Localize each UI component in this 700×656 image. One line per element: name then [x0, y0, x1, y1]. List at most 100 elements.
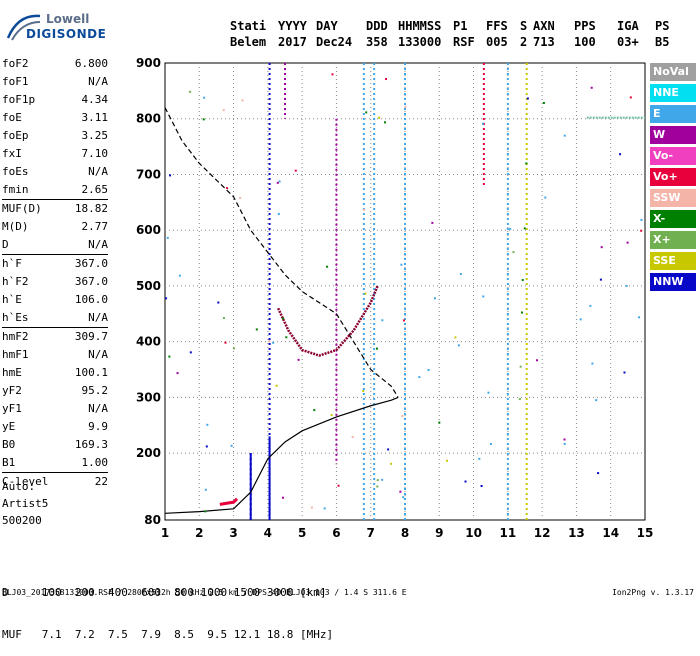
param-row: foE 3.11 [2, 109, 108, 127]
profile-solid [164, 396, 399, 514]
legend-item-nne: NNE [650, 84, 696, 102]
x-tick-label: 3 [229, 526, 237, 540]
echo-dot [362, 390, 365, 393]
y-tick-label: 300 [136, 390, 161, 404]
echo-dot [544, 196, 547, 199]
legend-item-noval: NoVal [650, 63, 696, 81]
echo-dot [509, 227, 512, 230]
param-row: h`Es N/A [2, 309, 108, 327]
echo-dot [625, 284, 628, 287]
logo-icon [6, 14, 41, 41]
echo-dot [204, 488, 207, 491]
param-separator [2, 327, 108, 328]
header-label-axn: AXN [533, 19, 555, 33]
echo-dot [255, 328, 258, 331]
echo-dot [431, 221, 434, 224]
echo-dot [390, 462, 393, 465]
header-value-yyyy: 2017 [278, 35, 307, 49]
header-value-ps: B5 [655, 35, 670, 49]
param-value: 9.9 [88, 420, 108, 433]
param-value: 100.1 [74, 366, 108, 379]
echo-dot [640, 218, 643, 221]
echo-dot [454, 336, 457, 339]
echo-dot [206, 423, 209, 426]
echo-dot [294, 169, 297, 172]
param-separator [2, 254, 108, 255]
echo-dot [457, 344, 460, 347]
y-tick-label: 900 [136, 56, 161, 70]
param-name: D [2, 238, 9, 251]
header-value-ddd: 358 [366, 35, 388, 49]
echo-dot [563, 438, 566, 441]
echo-dot [384, 121, 387, 124]
echo-dot [459, 273, 462, 276]
echo-dot [445, 459, 448, 462]
echo-dot [399, 490, 402, 493]
param-value: 6.800 [74, 57, 108, 70]
param-name: foF1 [2, 75, 29, 88]
echo-dot [176, 372, 179, 375]
param-row: foF1p 4.34 [2, 91, 108, 109]
echo-dot [589, 304, 592, 307]
auto-line1: Auto: [2, 480, 36, 493]
x-tick-label: 8 [401, 526, 409, 540]
param-value: 309.7 [74, 330, 108, 343]
param-name: yF2 [2, 384, 22, 397]
echo-dot [402, 319, 405, 322]
param-row: hmF1 N/A [2, 346, 108, 364]
logo: Lowell DIGISONDE [4, 8, 124, 48]
x-tick-label: 9 [435, 526, 443, 540]
echo-dot [464, 480, 467, 483]
echo-dot [427, 369, 430, 372]
param-name: hmF2 [2, 330, 29, 343]
echo-dot [168, 355, 171, 358]
legend-item-vo: Vo- [650, 147, 696, 165]
echo-dot [599, 278, 602, 281]
header-value-hhmmss: 133000 [398, 35, 442, 49]
legend-item-x: X+ [650, 231, 696, 249]
param-name: h`Es [2, 311, 29, 324]
param-value: 7.10 [81, 147, 109, 160]
param-name: yF1 [2, 402, 22, 415]
logo-line2: DIGISONDE [26, 27, 107, 41]
echo-dot [482, 295, 485, 298]
echo-dot [205, 445, 208, 448]
echo-dot [526, 97, 529, 100]
echo-dot [282, 317, 285, 320]
header-label-yyyy: YYYY [278, 19, 307, 33]
echo-dot [165, 297, 168, 300]
header-label-ps: PS [655, 19, 670, 33]
echo-dot [330, 414, 333, 417]
echo-dot [518, 398, 521, 401]
param-value: 169.3 [74, 438, 108, 451]
echo-dot [478, 457, 481, 460]
echo-dot [351, 435, 354, 438]
logo-line1: Lowell [46, 12, 90, 26]
header-label-iga: IGA [617, 19, 639, 33]
param-value: 4.34 [81, 93, 109, 106]
param-value: N/A [88, 402, 108, 415]
muf-table-muf-row: MUF 7.1 7.2 7.5 7.9 8.5 9.5 12.1 18.8 [M… [2, 628, 334, 641]
echo-dot [438, 421, 441, 424]
legend-item-sse: SSE [650, 252, 696, 270]
header-value-pps: 100 [574, 35, 596, 49]
legend: NoVal NNE E W Vo- Vo+ SSW X- X+ SSE NNW [650, 63, 696, 294]
echo-dot [481, 122, 484, 125]
param-row: yF1 N/A [2, 400, 108, 418]
echo-dot [203, 96, 206, 99]
footer-info: BLJ03_2017358133000.RSF / 280fx512h 50 k… [2, 588, 407, 597]
autoscaling-info: Auto: Artist5 500200 [2, 478, 48, 529]
param-name: hmF1 [2, 348, 29, 361]
param-name: foEp [2, 129, 29, 142]
y-tick-label: 80 [144, 513, 161, 527]
echo-dot [385, 78, 388, 81]
echo-dot [268, 340, 271, 343]
echo-dot [487, 391, 490, 394]
echo-dot [600, 246, 603, 249]
legend-item-e: E [650, 105, 696, 123]
echo-dot [285, 336, 288, 339]
echo-dot [579, 318, 582, 321]
x-tick-label: 1 [161, 526, 169, 540]
echo-dot [563, 134, 566, 137]
param-name: foF2 [2, 57, 29, 70]
